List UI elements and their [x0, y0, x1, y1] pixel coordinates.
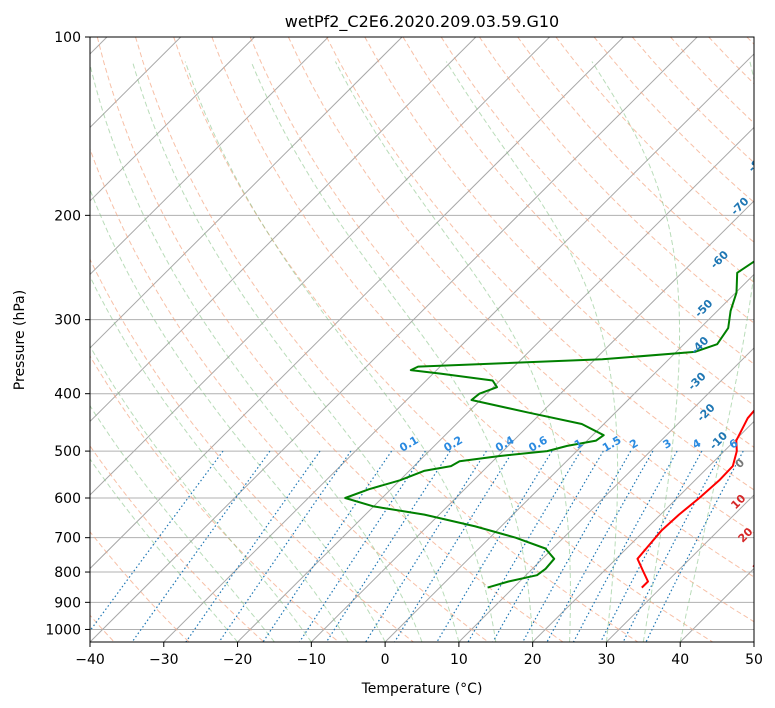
dry-adiabat-line [478, 37, 754, 324]
mixing-ratio-lines [90, 450, 744, 642]
isotherm-line [90, 37, 550, 496]
x-tick-label: 20 [524, 652, 542, 668]
dry-adiabat-lines [90, 37, 754, 642]
dry-adiabat-line [90, 258, 414, 642]
moist-adiabat-line [445, 61, 619, 642]
y-axis-ticks: 100 200 300 400 500 600 700 800 900 1000 [45, 30, 90, 638]
x-axis-ticks: −40 −30 −20 −10 0 10 20 30 40 50 [75, 642, 763, 668]
mixing-ratio-line [600, 450, 703, 642]
y-tick-label: 1000 [45, 622, 81, 638]
moist-adiabat-line [679, 61, 754, 642]
mixing-ratio-line [185, 450, 321, 642]
dry-adiabat-line [440, 37, 754, 365]
dry-adiabat-label: 20 [736, 525, 756, 545]
isotherm-line [90, 37, 477, 423]
y-tick-label: 800 [54, 565, 81, 581]
y-tick-label: 300 [54, 313, 81, 329]
moist-adiabat-line [334, 61, 571, 642]
mixing-ratio-line [522, 450, 632, 642]
x-tick-label: 30 [598, 652, 616, 668]
y-tick-label: 700 [54, 531, 81, 547]
y-tick-label: 400 [54, 387, 81, 403]
isotherm-line [90, 37, 403, 349]
mixing-ratio-line [218, 450, 352, 642]
dry-adiabat-label: 30 [750, 554, 770, 574]
dry-adiabat-line [90, 147, 489, 642]
isotherm-line [90, 37, 329, 276]
sounding-profiles [344, 260, 754, 589]
plot-frame [89, 36, 755, 643]
dry-adiabat-line [517, 37, 754, 284]
dry-adiabat-line [364, 37, 754, 448]
y-tick-label: 900 [54, 595, 81, 611]
isotherm-lines [90, 37, 754, 642]
plot-area: -100-90-80-70-60-50-40-30-20-10010203040… [90, 37, 770, 642]
x-tick-label: 0 [381, 652, 390, 668]
mixing-ratio-line [262, 450, 393, 642]
dry-adiabat-line [402, 37, 754, 406]
isotherm-line [163, 53, 754, 642]
mixing-ratio-line [546, 450, 654, 642]
x-axis-title: Temperature (°C) [361, 681, 483, 697]
x-tick-label: −40 [75, 652, 105, 668]
dry-adiabat-line [326, 37, 754, 491]
mixing-ratio-line [622, 450, 723, 642]
moist-adiabat-line [250, 61, 534, 642]
x-tick-label: 40 [671, 652, 689, 668]
moist-adiabat-lines [90, 61, 754, 642]
x-tick-label: −20 [223, 652, 253, 668]
moist-adiabat-line [90, 345, 312, 642]
y-tick-label: 500 [54, 444, 81, 460]
x-tick-label: 10 [450, 652, 468, 668]
y-tick-label: 200 [54, 208, 81, 224]
dry-adiabat-line [90, 355, 339, 642]
isotherm-line [237, 126, 754, 642]
chart-title: wetPf2_C2E6.2020.209.03.59.G10 [285, 12, 559, 32]
moist-adiabat-line [184, 61, 497, 642]
isotherm-line [532, 420, 754, 642]
x-tick-label: −30 [149, 652, 179, 668]
isotherm-line [606, 494, 754, 642]
moist-adiabat-line [90, 62, 423, 642]
dry-adiabat-line [211, 37, 754, 623]
dry-adiabat-line [90, 530, 190, 642]
dewpoint-profile-line [344, 260, 754, 589]
y-axis-title: Pressure (hPa) [12, 290, 28, 390]
moist-adiabat-line [90, 188, 386, 642]
dry-adiabat-line [173, 37, 713, 642]
isotherm-line [458, 347, 754, 642]
dry-adiabat-line [135, 37, 639, 642]
mixing-ratio-line [394, 450, 514, 642]
x-tick-label: 50 [745, 652, 763, 668]
moist-adiabat-line [90, 275, 349, 642]
moist-adiabat-line [132, 61, 460, 642]
moist-adiabat-line [591, 61, 681, 642]
dry-adiabat-line [90, 445, 265, 642]
mixing-ratio-line [299, 450, 426, 642]
y-tick-label: 100 [54, 30, 81, 46]
isotherm-line [90, 37, 624, 570]
mixing-ratio-line [436, 450, 553, 642]
isotherm-line [384, 273, 754, 642]
mixing-ratio-line [572, 450, 678, 642]
mixing-ratio-line [645, 450, 744, 642]
dry-adiabat-line [287, 37, 754, 534]
temperature-profile-line [636, 409, 754, 589]
dry-adiabat-line [249, 37, 754, 578]
dry-adiabat-line [96, 37, 564, 642]
isotherm-label: -80 [746, 152, 769, 175]
y-tick-label: 600 [54, 491, 81, 507]
mixing-ratio-line [90, 450, 224, 632]
isotherm-line [90, 37, 255, 202]
x-tick-label: −10 [297, 652, 327, 668]
